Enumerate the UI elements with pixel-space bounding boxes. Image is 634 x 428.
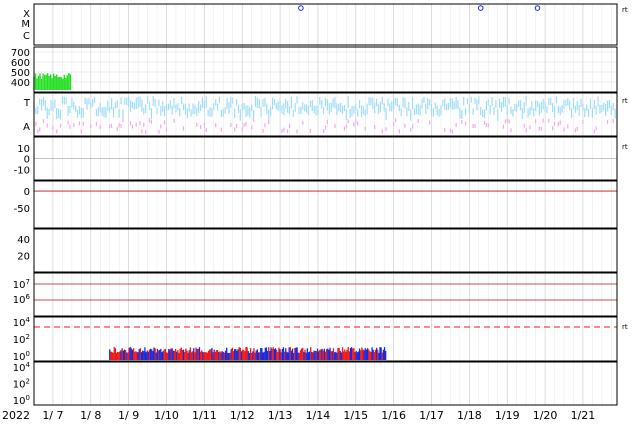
x-tick-label: 1/ 7 [42,409,63,422]
right-label: rt [622,6,628,14]
panel-frame [33,136,618,181]
electron-flux-tick: 107 [13,278,30,291]
flare-class-tick: M [21,19,30,30]
label-layer: 1/ 7 1/ 8 1/ 9 1/10 1/11 1/12 1/13 1/14 1/15 1/16… [2,6,628,422]
flare-event-marker [477,5,484,11]
flare-class-tick: X [23,9,30,20]
x-tick-label: 1/16 [381,409,406,422]
panel-frame [33,92,618,137]
background-flux-tick: 104 [13,361,31,374]
x-tick-label: 1/12 [230,409,255,422]
x-tick-label: 1/15 [343,409,368,422]
x-tick-label: 1/18 [457,409,482,422]
panel-frame [33,180,618,229]
x-tick-label: 1/19 [495,409,520,422]
kp-tick: 20 [17,251,30,262]
flare-event-marker [534,5,541,11]
imf-tick: 0 [24,155,30,166]
panel-frame [33,272,618,317]
background-flux-tick: 100 [13,394,30,407]
x-tick-label: 1/17 [419,409,444,422]
background-flux-tick: 102 [13,378,30,391]
x-tick-label: 1/11 [192,409,217,422]
proton-flux-tick: 102 [13,333,30,346]
panel-frame [33,3,618,46]
panel-frame [33,316,618,362]
x-tick-label: 1/21 [571,409,596,422]
panel-frame [33,228,618,273]
series-layer [33,5,616,360]
right-label: rt [622,97,628,105]
wind-speed-tick: 700 [11,48,30,59]
panel-frame [33,361,618,406]
imf-tick: -10 [14,165,30,176]
x-tick-label: 1/14 [306,409,331,422]
grid-layer [34,4,617,405]
panel-frame [33,46,618,93]
right-label: rt [622,143,628,151]
x-tick-label: 1/10 [154,409,179,422]
sector-tick: A [23,122,30,133]
wind-speed-tick: 400 [11,78,30,89]
flare-class-tick: C [23,31,30,42]
sector-tick: T [23,98,31,109]
proton-flux-tick: 104 [13,316,31,329]
right-label: rt [622,323,628,331]
x-tick-label: 1/ 8 [80,409,101,422]
dst-tick: -50 [14,204,30,215]
wind-speed-tick: 500 [11,68,30,79]
x-tick-label: 1/20 [533,409,558,422]
flare-event-marker [298,5,304,11]
kp-tick: 40 [17,235,30,246]
x-tick-label: 1/13 [268,409,293,422]
x-tick-label: 1/ 9 [118,409,139,422]
year-label: 2022 [2,409,30,422]
wind-speed-tick: 600 [11,58,30,69]
dst-tick: 0 [24,187,30,198]
electron-flux-tick: 106 [13,293,31,306]
proton-flux-tick: 100 [13,350,30,363]
frame-layer [33,3,618,406]
imf-tick: 10 [17,144,30,155]
